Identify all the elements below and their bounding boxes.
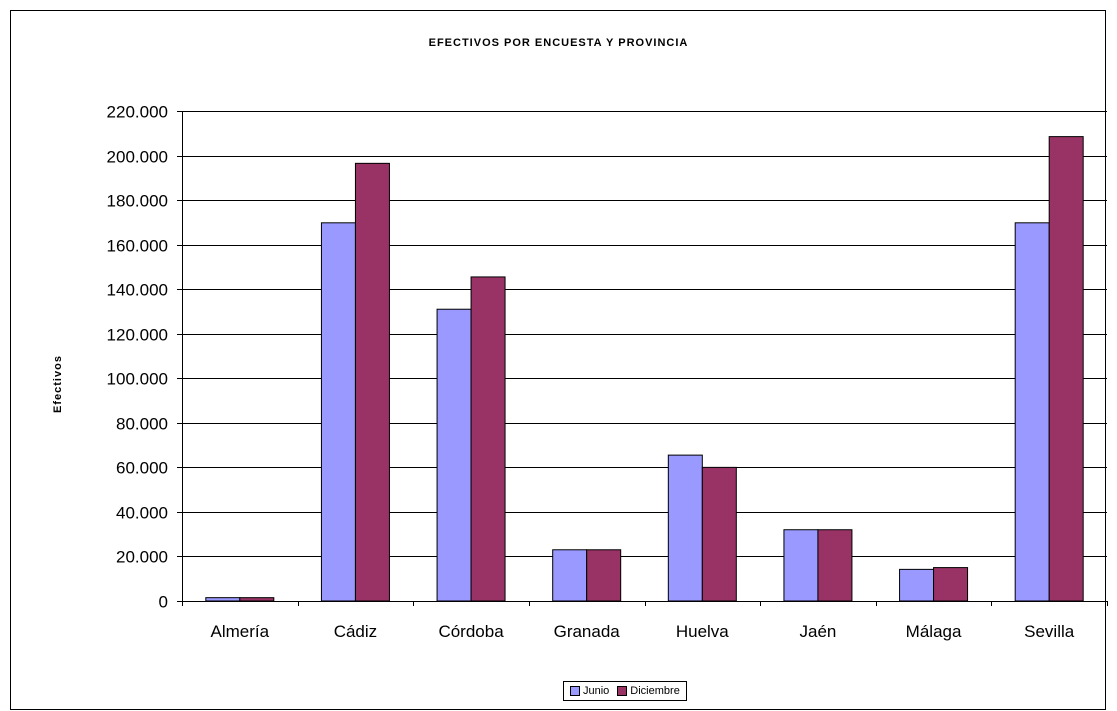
y-tick-label: 140.000 bbox=[107, 281, 168, 300]
bar-diciembre-huelva bbox=[701, 466, 737, 602]
y-tick-label: 20.000 bbox=[116, 548, 168, 567]
bar-diciembre-sevilla bbox=[1048, 136, 1084, 602]
y-tick-label: 220.000 bbox=[107, 103, 168, 122]
bar-junio-almería bbox=[205, 597, 241, 602]
legend-swatch-junio bbox=[570, 686, 580, 696]
bar-diciembre-jaén bbox=[817, 529, 853, 602]
legend: Junio Diciembre bbox=[563, 681, 687, 701]
legend-swatch-diciembre bbox=[617, 686, 628, 696]
x-tick-label: Sevilla bbox=[1024, 622, 1075, 641]
y-tick-label: 180.000 bbox=[107, 192, 168, 211]
x-tick-label: Granada bbox=[554, 622, 621, 641]
x-tick-label: Málaga bbox=[906, 622, 962, 641]
y-tick-label: 120.000 bbox=[107, 326, 168, 345]
bar-junio-jaén bbox=[783, 529, 819, 602]
legend-item-junio: Junio bbox=[570, 685, 609, 697]
bar-junio-málaga bbox=[899, 568, 935, 602]
y-tick-label: 160.000 bbox=[107, 237, 168, 256]
y-tick-label: 60.000 bbox=[116, 459, 168, 478]
bar-junio-granada bbox=[552, 549, 588, 602]
y-tick-label: 100.000 bbox=[107, 370, 168, 389]
bar-diciembre-cádiz bbox=[354, 162, 390, 602]
legend-label-diciembre: Diciembre bbox=[630, 685, 680, 697]
bar-junio-cádiz bbox=[320, 222, 356, 602]
x-tick-label: Almería bbox=[211, 622, 270, 641]
bar-junio-córdoba bbox=[436, 308, 472, 602]
chart-title: EFECTIVOS POR ENCUESTA Y PROVINCIA bbox=[428, 37, 689, 49]
y-tick-label: 40.000 bbox=[116, 504, 168, 523]
x-tick-label: Cádiz bbox=[334, 622, 377, 641]
y-tick-label: 0 bbox=[159, 593, 168, 612]
x-tick-label: Córdoba bbox=[438, 622, 504, 641]
bar-diciembre-málaga bbox=[933, 567, 969, 602]
y-tick-label: 80.000 bbox=[116, 415, 168, 434]
bar-junio-sevilla bbox=[1014, 222, 1050, 602]
legend-item-diciembre: Diciembre bbox=[617, 685, 680, 697]
bar-diciembre-córdoba bbox=[470, 276, 506, 602]
bar-diciembre-granada bbox=[586, 549, 622, 602]
legend-label-junio: Junio bbox=[583, 685, 610, 697]
x-tick-label: Huelva bbox=[676, 622, 729, 641]
x-tick-label: Jaén bbox=[800, 622, 837, 641]
y-tick-label: 200.000 bbox=[107, 148, 168, 167]
bar-junio-huelva bbox=[667, 454, 703, 602]
bar-diciembre-almería bbox=[239, 597, 275, 602]
